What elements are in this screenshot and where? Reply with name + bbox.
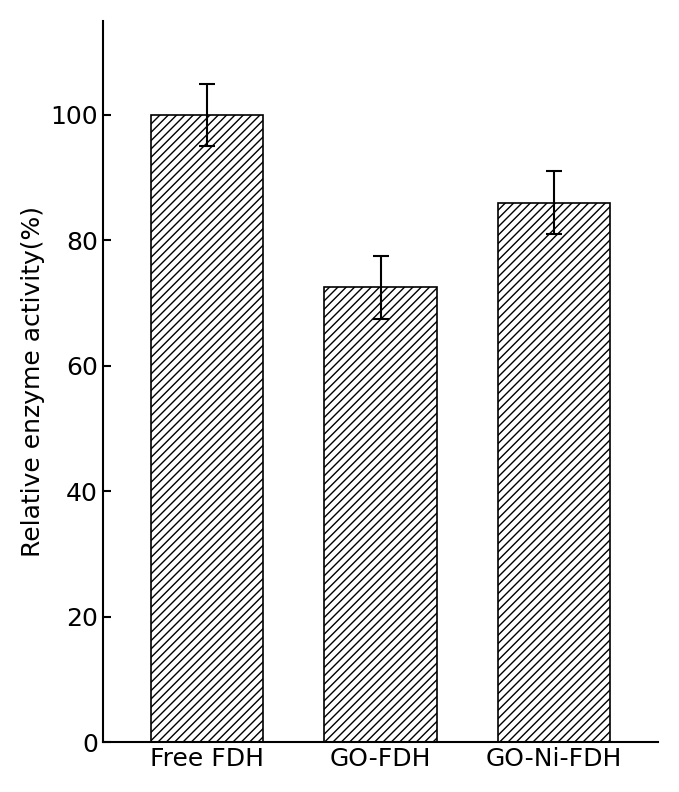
Bar xyxy=(151,115,263,742)
Y-axis label: Relative enzyme activity(%): Relative enzyme activity(%) xyxy=(21,206,45,557)
Bar xyxy=(498,203,610,742)
Bar xyxy=(324,287,437,742)
